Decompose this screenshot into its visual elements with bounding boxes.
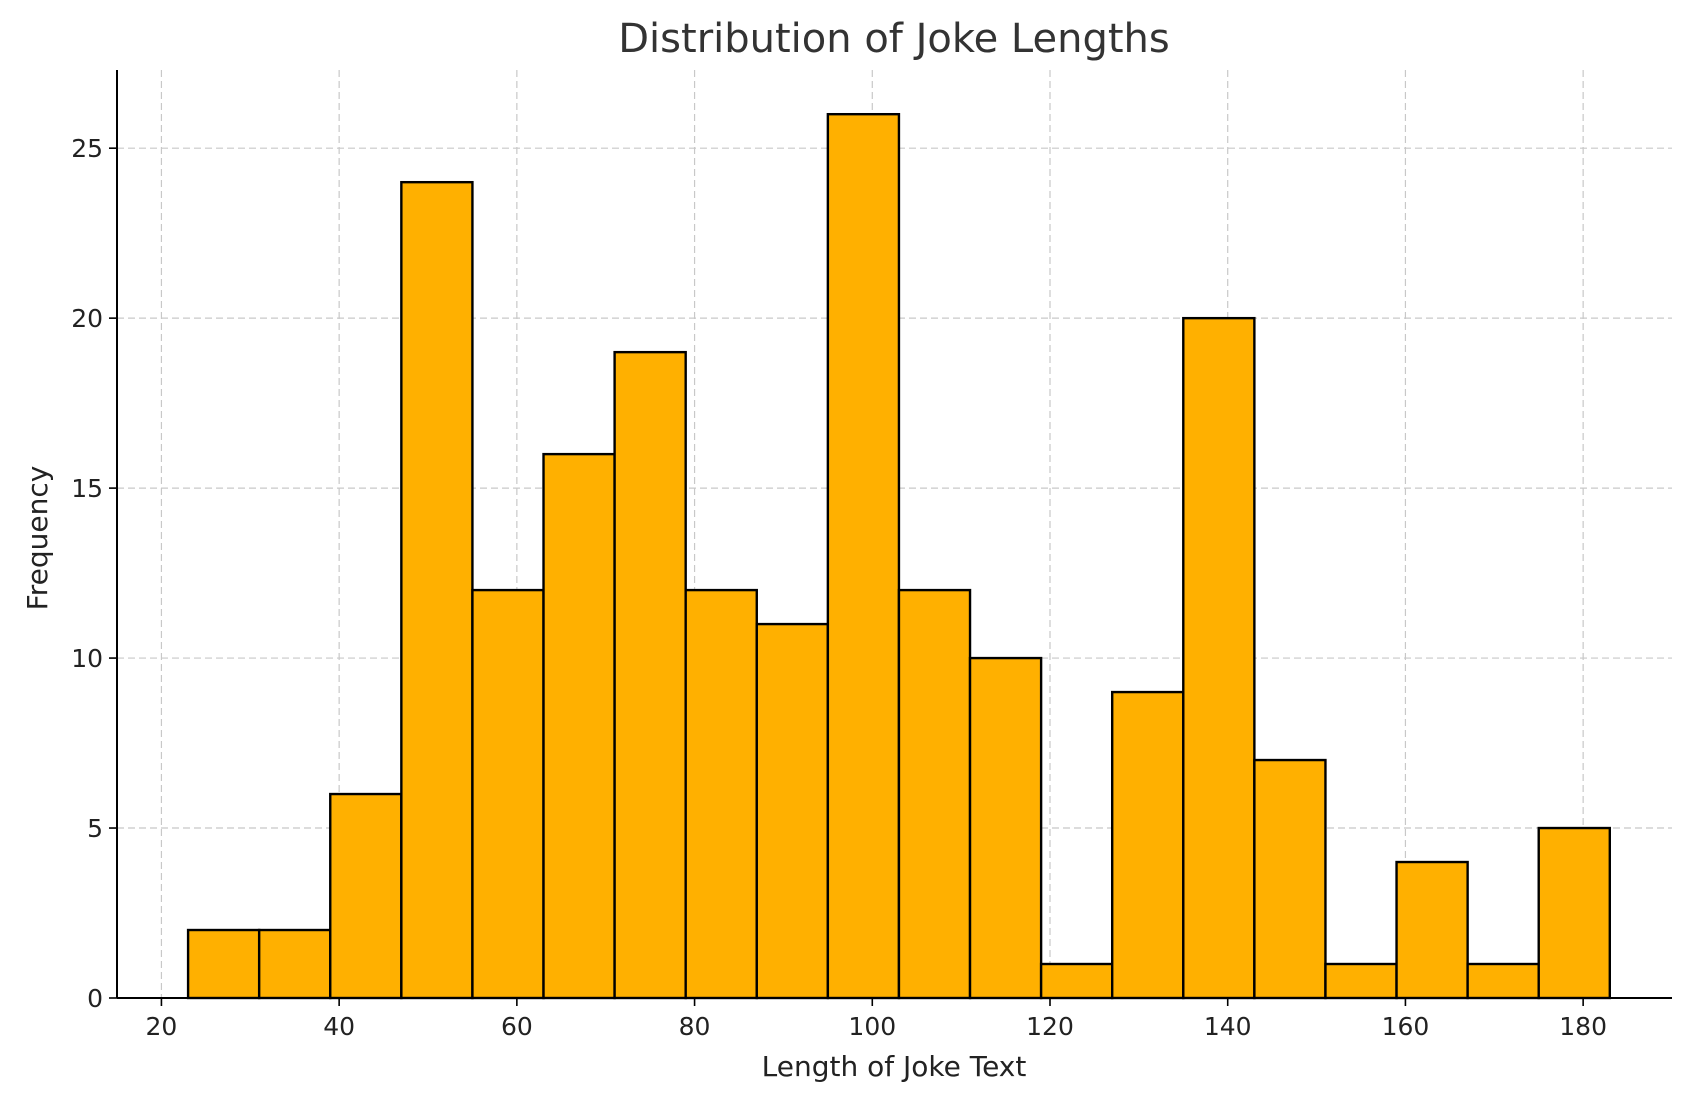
histogram-bar-1	[186, 928, 261, 1000]
histogram-bar-16	[1253, 758, 1327, 1000]
histogram-bar-18	[1395, 860, 1469, 1000]
chart-title: Distribution of Joke Lengths	[618, 16, 1169, 62]
histogram-bar-15	[1182, 316, 1256, 1000]
y-tick-label: 20	[71, 304, 103, 333]
y-tick-label: 25	[71, 134, 103, 163]
y-axis-label: Frequency	[21, 466, 54, 611]
histogram-bar-14	[1110, 690, 1185, 1000]
y-tick-label: 10	[71, 644, 103, 673]
x-tick-label: 160	[1382, 1012, 1430, 1041]
histogram-bar-13	[1039, 962, 1114, 1000]
y-tick-label: 15	[71, 474, 103, 503]
histogram-bar-6	[542, 452, 616, 1000]
histogram-bar-9	[755, 622, 830, 1000]
histogram-bar-2	[257, 928, 332, 1000]
histogram-bar-4	[400, 180, 474, 1000]
y-tick-label: 5	[87, 814, 103, 843]
histogram-bar-3	[329, 792, 403, 1000]
y-tick-label: 0	[87, 984, 103, 1013]
x-tick-label: 180	[1559, 1012, 1607, 1041]
x-tick-label: 40	[323, 1012, 355, 1041]
bar-layer	[186, 112, 1611, 1000]
histogram-bar-19	[1466, 962, 1540, 1000]
x-tick-label: 20	[146, 1012, 178, 1041]
histogram-bar-20	[1537, 826, 1611, 1000]
x-tick-label: 80	[679, 1012, 711, 1041]
histogram-bar-5	[471, 588, 545, 1000]
x-tick-label: 60	[501, 1012, 533, 1041]
histogram-bar-10	[826, 112, 901, 1000]
histogram-bar-11	[897, 588, 972, 1000]
histogram-bar-7	[613, 350, 687, 1000]
histogram-bar-8	[684, 588, 758, 1000]
histogram-bar-12	[968, 656, 1043, 1000]
x-tick-label: 120	[1026, 1012, 1074, 1041]
tick-layer: 20 40 60 80 100 120 140 160 180 0 5 10 15 20 25	[71, 134, 1607, 1041]
histogram-bar-17	[1324, 962, 1398, 1000]
x-axis-label: Length of Joke Text	[762, 1050, 1027, 1083]
axis-layer	[116, 70, 1672, 999]
x-tick-label: 140	[1204, 1012, 1252, 1041]
x-tick-label: 100	[848, 1012, 896, 1041]
